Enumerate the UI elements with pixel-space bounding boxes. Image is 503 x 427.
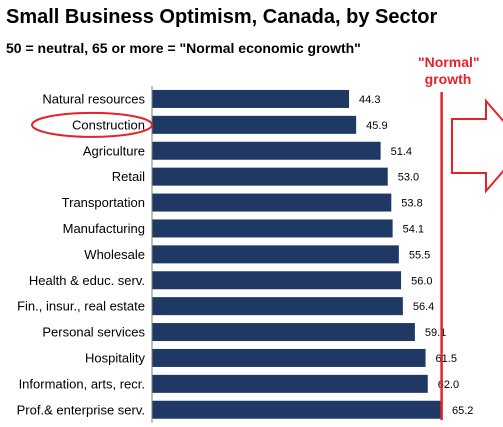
value-label: 54.1 (403, 223, 424, 235)
highlight-ellipse (31, 111, 153, 138)
category-label: Retail (112, 169, 145, 184)
value-label: 61.5 (436, 353, 457, 365)
bar (152, 89, 350, 108)
bar (152, 193, 392, 212)
bar (152, 219, 393, 238)
category-label: Fin., insur., real estate (17, 299, 145, 314)
value-label: 44.3 (359, 94, 380, 106)
bar (152, 323, 415, 342)
category-label: Prof.& enterprise serv. (17, 402, 145, 417)
value-label: 65.2 (452, 405, 473, 417)
value-label: 53.0 (398, 172, 419, 184)
category-label: Hospitality (85, 350, 145, 365)
bar (152, 141, 381, 160)
bar (152, 400, 442, 419)
category-label: Agriculture (83, 143, 145, 158)
category-label: Transportation (62, 195, 145, 210)
bar (152, 245, 399, 264)
value-label: 55.5 (409, 249, 430, 261)
chart-subtitle: 50 = neutral, 65 or more = "Normal econo… (6, 40, 361, 56)
category-label: Personal services (42, 325, 145, 340)
category-label: Construction (72, 117, 145, 132)
bar (152, 374, 428, 393)
value-label: 56.4 (413, 301, 434, 313)
category-label: Manufacturing (63, 221, 145, 236)
bar (152, 271, 402, 290)
category-label: Natural resources (42, 91, 145, 106)
bar (152, 167, 388, 186)
overlay-group (31, 92, 503, 420)
bar (152, 115, 357, 134)
bar (152, 297, 403, 316)
value-label: 56.0 (411, 275, 432, 287)
value-label: 59.1 (425, 327, 446, 339)
normal-growth-label-line1: "Normal" (418, 54, 480, 70)
normal-growth-label: "Normal" growth (418, 54, 480, 88)
value-label: 62.0 (438, 379, 459, 391)
value-label: 51.4 (391, 146, 412, 158)
value-label: 53.8 (401, 198, 422, 210)
category-label: Wholesale (84, 247, 145, 262)
chart-title: Small Business Optimism, Canada, by Sect… (6, 6, 438, 28)
bars-group: Natural resources 44.3 Construction 45.9 Agr… (17, 86, 473, 423)
value-label: 45.9 (366, 120, 387, 132)
category-label: Health & educ. serv. (29, 273, 145, 288)
normal-growth-label-line2: growth (424, 71, 472, 87)
bar (152, 348, 426, 367)
arrow-right-icon (451, 98, 503, 194)
category-label: Information, arts, recr. (19, 376, 145, 391)
